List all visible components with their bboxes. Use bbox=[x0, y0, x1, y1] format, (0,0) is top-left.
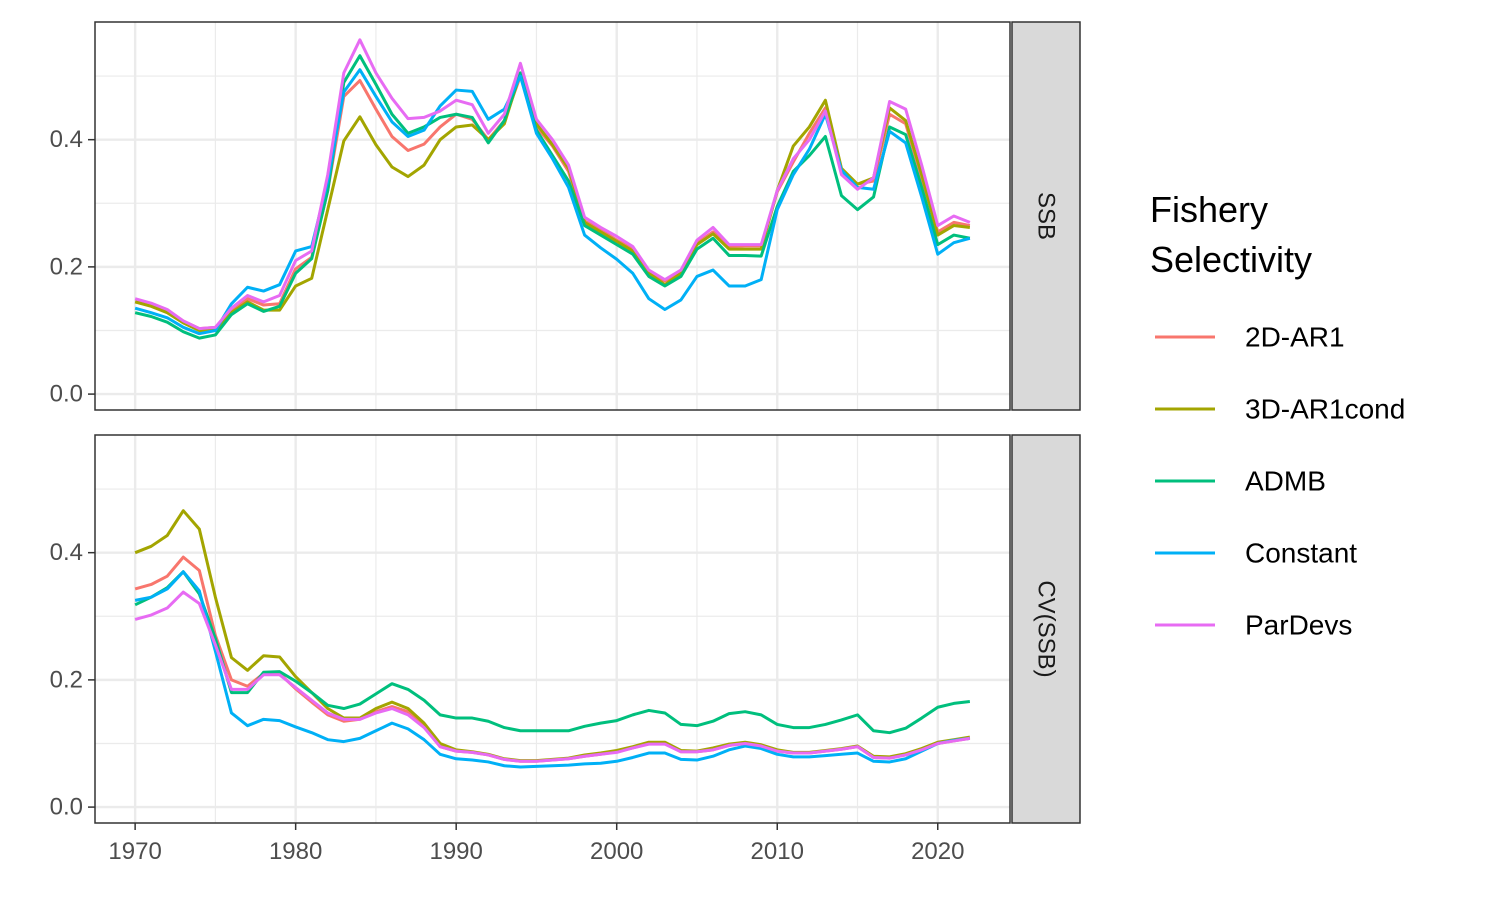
legend-title-line2: Selectivity bbox=[1150, 239, 1312, 280]
series-line-ssb-admb bbox=[134, 54, 971, 340]
x-axis: 1970 1980 1990 2000 2010 2020 bbox=[108, 823, 964, 865]
x-tick-label: 2010 bbox=[751, 838, 804, 865]
legend-item-constant: Constant bbox=[1155, 538, 1357, 569]
panel-border bbox=[94, 434, 1011, 824]
series-line-cv-ssb-pardevs bbox=[134, 590, 971, 763]
strip-ssb: SSB bbox=[1011, 21, 1081, 411]
x-tick-label: 2000 bbox=[590, 838, 643, 865]
y-tick-label: 0.0 bbox=[50, 381, 83, 408]
panel-background bbox=[95, 22, 1010, 410]
legend-label-2d-ar1: 2D-AR1 bbox=[1245, 322, 1345, 353]
legend-item-pardevs: ParDevs bbox=[1155, 610, 1352, 641]
y-tick-label: 0.4 bbox=[50, 539, 83, 566]
series-line-ssb-pardevs bbox=[134, 38, 971, 331]
legend-item-2d-ar1: 2D-AR1 bbox=[1155, 322, 1345, 353]
legend-label-constant: Constant bbox=[1245, 538, 1357, 569]
strip-cv-ssb: CV(SSB) bbox=[1011, 434, 1081, 824]
legend-label-admb: ADMB bbox=[1245, 466, 1326, 497]
legend-items: 2D-AR1 3D-AR1cond ADMB Constant ParDevs bbox=[1155, 322, 1405, 641]
panel-border bbox=[94, 21, 1011, 411]
y-axes: 0.0 0.2 0.4 0.0 0.2 0.4 bbox=[50, 126, 95, 821]
legend-label-pardevs: ParDevs bbox=[1245, 610, 1352, 641]
series-line-cv-ssb-admb bbox=[134, 570, 971, 735]
y-tick-label: 0.4 bbox=[50, 126, 83, 153]
panel-ssb bbox=[94, 21, 1011, 411]
legend-item-admb: ADMB bbox=[1155, 466, 1326, 497]
strip-label-ssb: SSB bbox=[1033, 192, 1060, 240]
x-tick-label: 1980 bbox=[269, 838, 322, 865]
legend-item-3d-ar1cond: 3D-AR1cond bbox=[1155, 394, 1405, 425]
y-tick-label: 0.2 bbox=[50, 666, 83, 693]
series-line-ssb-3d-ar1cond bbox=[134, 71, 971, 332]
y-tick-label: 0.2 bbox=[50, 253, 83, 280]
legend: Fishery Selectivity 2D-AR1 3D-AR1cond ADMB… bbox=[1150, 189, 1405, 641]
y-tick-label: 0.0 bbox=[50, 794, 83, 821]
strip-label-cv-ssb: CV(SSB) bbox=[1033, 580, 1060, 677]
panel-cv-ssb bbox=[94, 434, 1011, 824]
series-line-cv-ssb-constant bbox=[134, 570, 971, 769]
x-tick-label: 1990 bbox=[429, 838, 482, 865]
x-tick-label: 2020 bbox=[911, 838, 964, 865]
x-tick-label: 1970 bbox=[108, 838, 161, 865]
legend-title-line1: Fishery bbox=[1150, 189, 1268, 230]
legend-label-3d-ar1cond: 3D-AR1cond bbox=[1245, 394, 1405, 425]
